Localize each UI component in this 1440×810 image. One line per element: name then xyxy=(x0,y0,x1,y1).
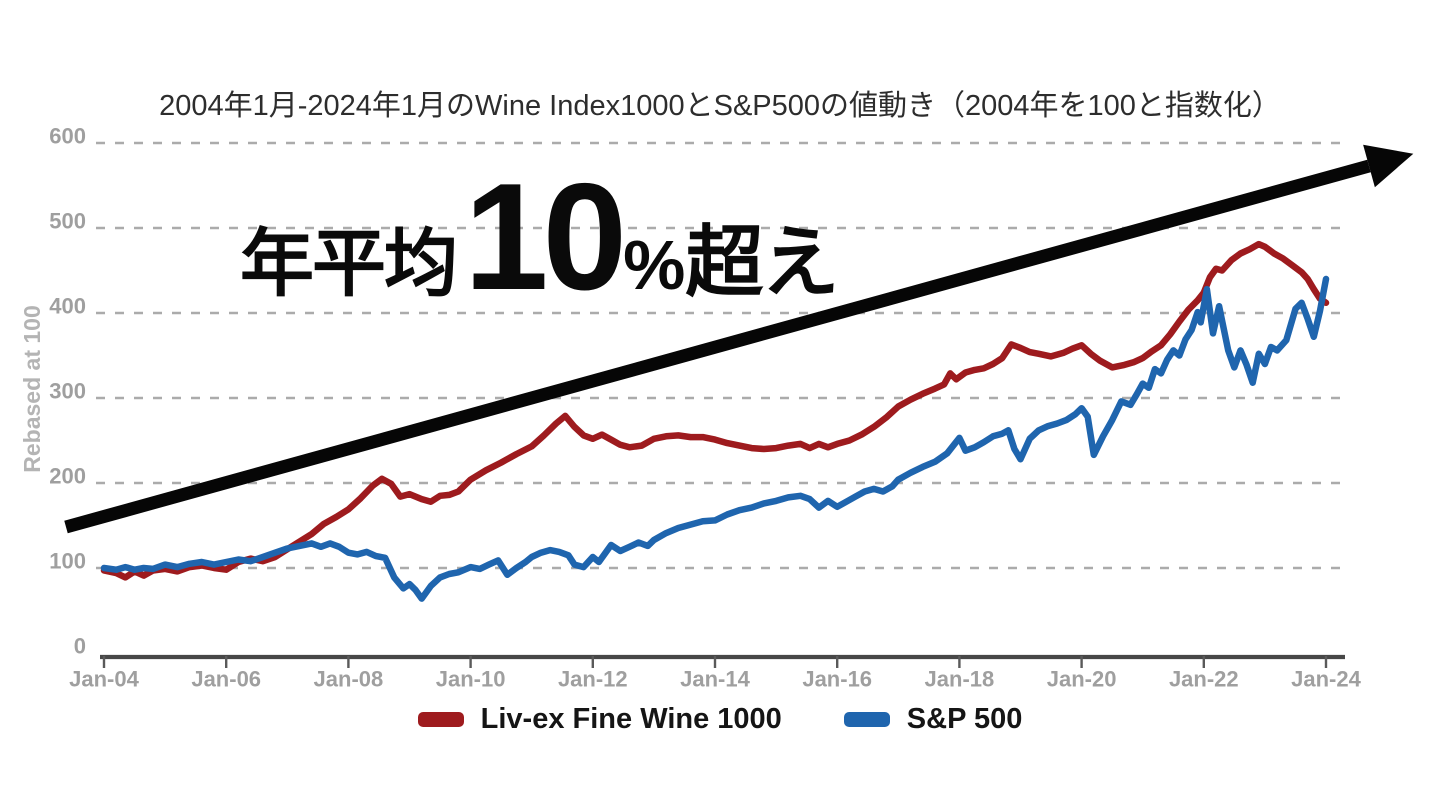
y-tick-label-0: 0 xyxy=(74,634,86,659)
legend-item-sp500: S&P 500 xyxy=(843,703,1023,736)
x-tick-label-Jan-04: Jan-04 xyxy=(69,667,139,692)
series-line-sp500 xyxy=(100,275,1330,602)
y-tick-label-500: 500 xyxy=(49,209,86,234)
annotation-prefix: 年平均 xyxy=(240,222,458,305)
x-tick-label-Jan-20: Jan-20 xyxy=(1047,667,1117,692)
series-line-wine xyxy=(100,240,1330,581)
legend-label: S&P 500 xyxy=(906,703,1023,735)
x-tick-label-Jan-24: Jan-24 xyxy=(1291,667,1361,692)
plot-layer: Jan-04 Jan-06 Jan-08 Jan-10 Jan-12 Jan-14 Jan-… xyxy=(69,240,1362,692)
y-tick-label-200: 200 xyxy=(49,464,86,489)
sp500-series-swatch xyxy=(843,712,890,727)
y-tick-label-100: 100 xyxy=(49,549,86,574)
x-tick-label-Jan-08: Jan-08 xyxy=(314,667,384,692)
y-tick-label-600: 600 xyxy=(49,124,86,149)
annotation-big-number: 10 xyxy=(464,152,627,322)
x-tick-label-Jan-16: Jan-16 xyxy=(802,667,872,692)
x-tick-label-Jan-12: Jan-12 xyxy=(558,667,628,692)
y-tick-label-400: 400 xyxy=(49,294,86,319)
chart-legend: Liv-ex Fine Wine 1000 S&P 500 xyxy=(0,703,1440,736)
x-tick-label-Jan-22: Jan-22 xyxy=(1169,667,1239,692)
x-tick-label-Jan-10: Jan-10 xyxy=(436,667,506,692)
legend-label: Liv-ex Fine Wine 1000 xyxy=(480,703,782,735)
x-tick-label-Jan-18: Jan-18 xyxy=(925,667,995,692)
x-tick-label-Jan-14: Jan-14 xyxy=(680,667,750,692)
y-tick-label-300: 300 xyxy=(49,379,86,404)
y-axis-title: Rebased at 100 xyxy=(19,305,45,472)
annotation-average-over-10pct: 年平均 10 % 超え xyxy=(240,150,839,325)
legend-item-liv-ex-fine-wine-1000: Liv-ex Fine Wine 1000 xyxy=(417,703,782,736)
wine-series-swatch xyxy=(417,712,464,727)
grid-layer: 600 500 400 300 200 100 0 xyxy=(49,124,1345,659)
x-tick-label-Jan-06: Jan-06 xyxy=(191,667,261,692)
annotation-suffix: 超え xyxy=(685,218,839,306)
annotation-percent: % xyxy=(623,226,686,304)
page-title: 2004年1月-2024年1月のWine Index1000とS&P500の値動… xyxy=(159,90,1281,122)
trend-arrow xyxy=(64,144,1414,534)
